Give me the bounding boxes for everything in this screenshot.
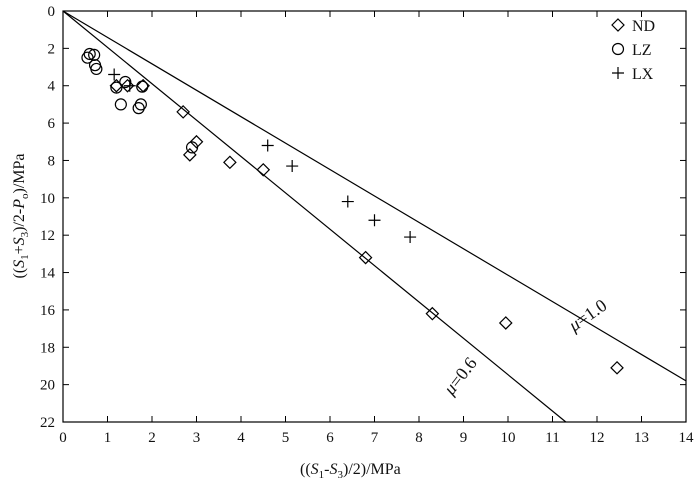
- point-lz: [90, 62, 103, 76]
- fit-lines: [62, 10, 687, 423]
- x-tick-label: 7: [371, 430, 379, 446]
- point-nd: [610, 360, 624, 375]
- point-nd: [189, 134, 204, 149]
- fit-line: [62, 10, 567, 423]
- y-tick-label: 2: [48, 41, 56, 57]
- y-tick-label: 14: [40, 266, 56, 282]
- point-nd: [498, 316, 513, 330]
- point-lx: [108, 68, 121, 81]
- svg-text:((S1+S3)/2-Po)/MPa: ((S1+S3)/2-Po)/MPa: [11, 153, 31, 278]
- x-tick-label: 11: [545, 430, 559, 446]
- y-tick-label: 12: [40, 228, 55, 244]
- x-tick-label: 14: [679, 430, 695, 446]
- y-tick-label: 18: [40, 340, 55, 356]
- y-tick-label: 4: [48, 79, 56, 95]
- x-tick-label: 8: [415, 430, 423, 446]
- point-lz: [134, 98, 147, 111]
- legend-item-lz: LZ: [611, 42, 652, 59]
- point-lz: [110, 81, 123, 94]
- y-tick-label: 20: [40, 378, 55, 394]
- legend-label-nd: ND: [632, 18, 655, 35]
- point-lz: [185, 141, 199, 154]
- point-lx: [123, 79, 136, 92]
- legend-item-nd: ND: [611, 18, 655, 35]
- point-nd: [425, 306, 440, 321]
- point-lx: [404, 231, 417, 244]
- point-lz: [114, 98, 127, 111]
- point-lx: [286, 160, 299, 173]
- x-tick-label: 2: [148, 430, 156, 446]
- point-nd: [256, 162, 271, 177]
- legend: ND LZ LX: [611, 18, 655, 83]
- x-tick-label: 9: [460, 430, 468, 446]
- x-tick-label: 5: [282, 430, 290, 446]
- y-tick-label: 16: [40, 303, 56, 319]
- y-tick-label: 8: [48, 153, 56, 169]
- legend-label-lx: LX: [632, 66, 654, 83]
- y-tick-label: 10: [40, 191, 55, 207]
- data-points: [81, 47, 624, 375]
- point-lx: [261, 139, 274, 152]
- x-axis-label: ((S1-S3)/2)/MPa: [300, 461, 401, 481]
- y-tick-label: 6: [48, 116, 56, 132]
- x-tick-label: 4: [237, 430, 245, 446]
- point-lz: [119, 75, 132, 89]
- point-lz: [83, 47, 96, 61]
- legend-item-lx: LX: [612, 66, 654, 83]
- x-tick-label: 0: [59, 430, 67, 446]
- y-tick-label: 0: [48, 4, 56, 20]
- x-tick-label: 1: [104, 430, 112, 446]
- point-lz: [88, 48, 101, 62]
- point-lz: [136, 80, 149, 93]
- fit-line: [62, 10, 687, 382]
- x-tick-label: 10: [501, 430, 516, 446]
- x-tick-label: 3: [193, 430, 201, 446]
- y-axis-label: ((S1+S3)/2-Po)/MPa: [11, 153, 31, 278]
- x-tick-label: 13: [634, 430, 649, 446]
- y-tick-label: 22: [40, 415, 55, 431]
- point-nd: [176, 105, 190, 119]
- x-tick-label: 6: [326, 430, 334, 446]
- point-lx: [341, 195, 354, 208]
- point-nd: [358, 250, 373, 265]
- point-nd: [223, 155, 237, 170]
- point-nd: [120, 78, 135, 93]
- point-lx: [368, 214, 381, 227]
- x-tick-label: 12: [590, 430, 605, 446]
- legend-label-lz: LZ: [632, 42, 652, 59]
